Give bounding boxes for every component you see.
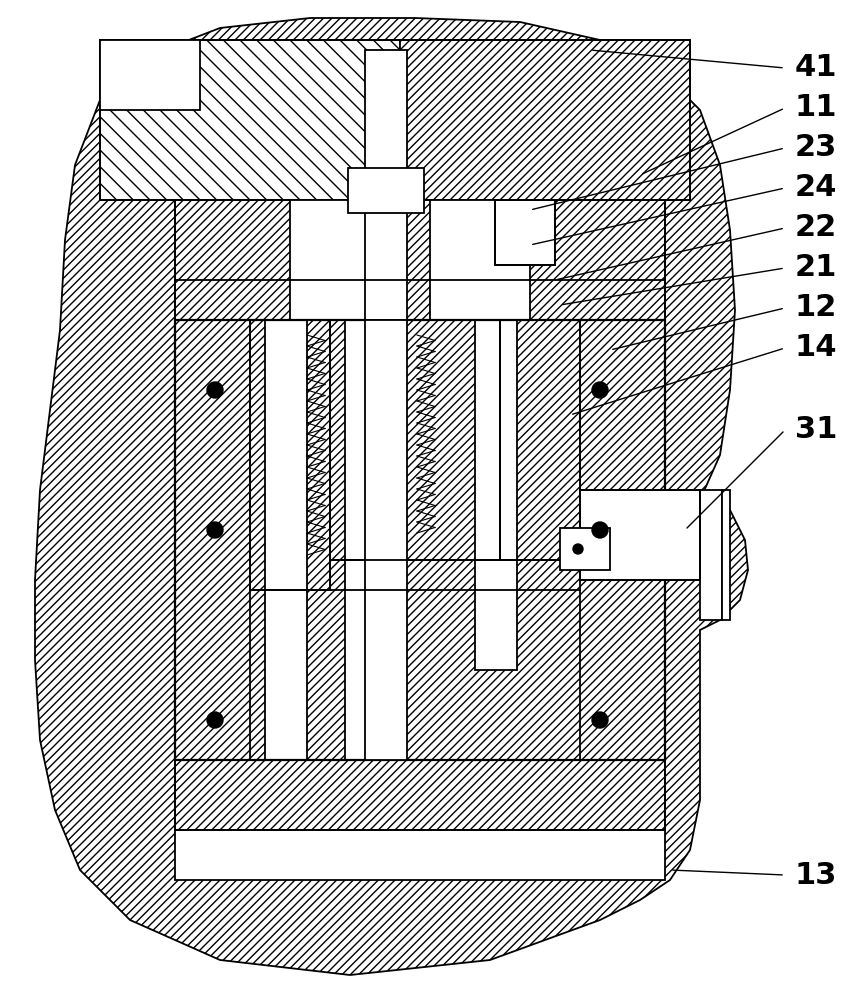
Bar bbox=[500, 205, 550, 260]
Bar bbox=[560, 528, 610, 570]
Circle shape bbox=[592, 382, 608, 398]
Bar bbox=[100, 40, 400, 200]
Text: 31: 31 bbox=[795, 416, 837, 444]
Bar bbox=[100, 40, 200, 110]
Circle shape bbox=[207, 382, 223, 398]
Bar bbox=[500, 320, 580, 560]
Bar bbox=[250, 320, 330, 590]
Circle shape bbox=[207, 712, 223, 728]
Bar bbox=[290, 200, 390, 320]
Circle shape bbox=[592, 522, 608, 538]
Bar bbox=[175, 760, 665, 830]
Bar bbox=[175, 760, 665, 830]
Bar bbox=[330, 320, 500, 560]
Bar bbox=[430, 200, 530, 320]
Bar bbox=[500, 320, 580, 560]
Bar bbox=[580, 320, 665, 760]
Bar bbox=[175, 320, 250, 760]
Text: 21: 21 bbox=[795, 253, 837, 282]
Circle shape bbox=[592, 712, 608, 728]
Polygon shape bbox=[35, 18, 748, 975]
Bar bbox=[265, 320, 307, 760]
Bar bbox=[330, 320, 500, 560]
Bar bbox=[400, 40, 690, 200]
Bar bbox=[175, 830, 665, 880]
Bar bbox=[100, 40, 690, 200]
Circle shape bbox=[207, 522, 223, 538]
Text: 41: 41 bbox=[795, 53, 837, 83]
Bar bbox=[250, 320, 330, 590]
Circle shape bbox=[573, 544, 583, 554]
Bar bbox=[365, 320, 407, 760]
Bar bbox=[348, 168, 424, 213]
Bar bbox=[365, 50, 407, 320]
Bar bbox=[580, 490, 700, 580]
Bar bbox=[580, 490, 700, 580]
Bar bbox=[722, 490, 730, 620]
Text: 23: 23 bbox=[795, 133, 837, 162]
Bar bbox=[345, 320, 387, 760]
Bar bbox=[175, 320, 665, 760]
Text: 24: 24 bbox=[795, 174, 837, 202]
Bar bbox=[600, 505, 680, 565]
Bar bbox=[495, 200, 555, 265]
Bar bbox=[175, 200, 665, 320]
Text: 11: 11 bbox=[795, 94, 837, 122]
Text: 12: 12 bbox=[795, 294, 837, 322]
Text: 22: 22 bbox=[795, 214, 837, 242]
Bar bbox=[700, 490, 722, 620]
Text: 14: 14 bbox=[795, 334, 837, 362]
Bar bbox=[495, 200, 555, 265]
Text: 13: 13 bbox=[795, 860, 837, 890]
Bar bbox=[175, 200, 665, 320]
Bar bbox=[475, 320, 517, 670]
